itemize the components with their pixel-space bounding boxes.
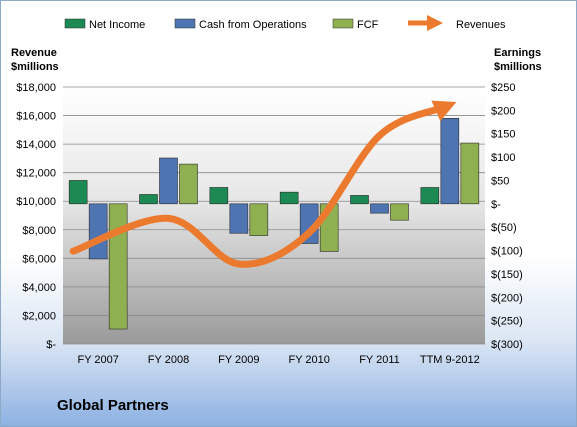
legend-swatch xyxy=(332,18,354,29)
company-name: Global Partners xyxy=(57,397,169,414)
legend-swatch xyxy=(64,18,86,29)
bar-net-income xyxy=(209,187,229,205)
bar-fcf xyxy=(108,203,128,330)
left-axis-title-line2: $millions xyxy=(11,61,59,73)
right-tick-label: $- xyxy=(491,199,501,211)
right-tick-label: $(300) xyxy=(491,339,523,351)
bar-fcf xyxy=(460,142,480,205)
plot-area xyxy=(63,87,485,344)
bar-fcf xyxy=(249,203,269,236)
legend-label: Revenues xyxy=(456,19,506,31)
left-tick-label: $12,000 xyxy=(16,168,56,180)
category-label: TTM 9-2012 xyxy=(420,354,480,366)
bar-net-income xyxy=(139,194,158,205)
category-label: FY 2011 xyxy=(359,354,400,366)
left-tick-label: $10,000 xyxy=(16,196,56,208)
right-tick-label: $50 xyxy=(491,175,509,187)
left-tick-label: $14,000 xyxy=(16,139,56,151)
category-label: FY 2007 xyxy=(77,354,118,366)
category-label: FY 2008 xyxy=(148,354,189,366)
right-tick-label: $(200) xyxy=(491,292,523,304)
bar-cash-from-operations xyxy=(440,118,460,205)
right-tick-label: $100 xyxy=(491,152,515,164)
legend-label: Cash from Operations xyxy=(199,19,307,31)
left-tick-label: $6,000 xyxy=(22,253,56,265)
bar-cash-from-operations xyxy=(229,203,249,234)
right-tick-label: $(100) xyxy=(491,246,523,258)
category-label: FY 2009 xyxy=(218,354,259,366)
bar-net-income xyxy=(279,191,299,205)
bar-net-income xyxy=(420,187,440,205)
legend-label: FCF xyxy=(357,19,379,31)
bar-cash-from-operations xyxy=(88,203,108,260)
bar-fcf xyxy=(179,163,198,205)
left-tick-label: $16,000 xyxy=(16,111,56,123)
right-tick-label: $150 xyxy=(491,129,515,141)
left-tick-label: $18,000 xyxy=(16,82,56,94)
right-tick-label: $250 xyxy=(491,82,515,94)
left-tick-label: $2,000 xyxy=(22,310,56,322)
left-axis-title-line1: Revenue xyxy=(11,47,57,59)
left-tick-label: $4,000 xyxy=(22,282,56,294)
bar-net-income xyxy=(68,180,88,205)
bar-cash-from-operations xyxy=(159,157,178,205)
left-tick-label: $- xyxy=(46,339,56,351)
category-label: FY 2010 xyxy=(288,354,329,366)
right-tick-label: $(50) xyxy=(491,222,517,234)
right-axis-title-line1: Earnings xyxy=(494,47,541,59)
right-tick-label: $(250) xyxy=(491,316,523,328)
right-tick-label: $200 xyxy=(491,105,515,117)
right-axis-title-line2: $millions xyxy=(494,61,542,73)
right-tick-label: $(150) xyxy=(491,269,523,281)
legend-label: Net Income xyxy=(89,19,145,31)
bar-cash-from-operations xyxy=(370,203,389,214)
bar-fcf xyxy=(390,203,409,221)
legend-swatch xyxy=(174,18,196,29)
bar-net-income xyxy=(350,195,369,205)
left-tick-label: $8,000 xyxy=(22,225,56,237)
